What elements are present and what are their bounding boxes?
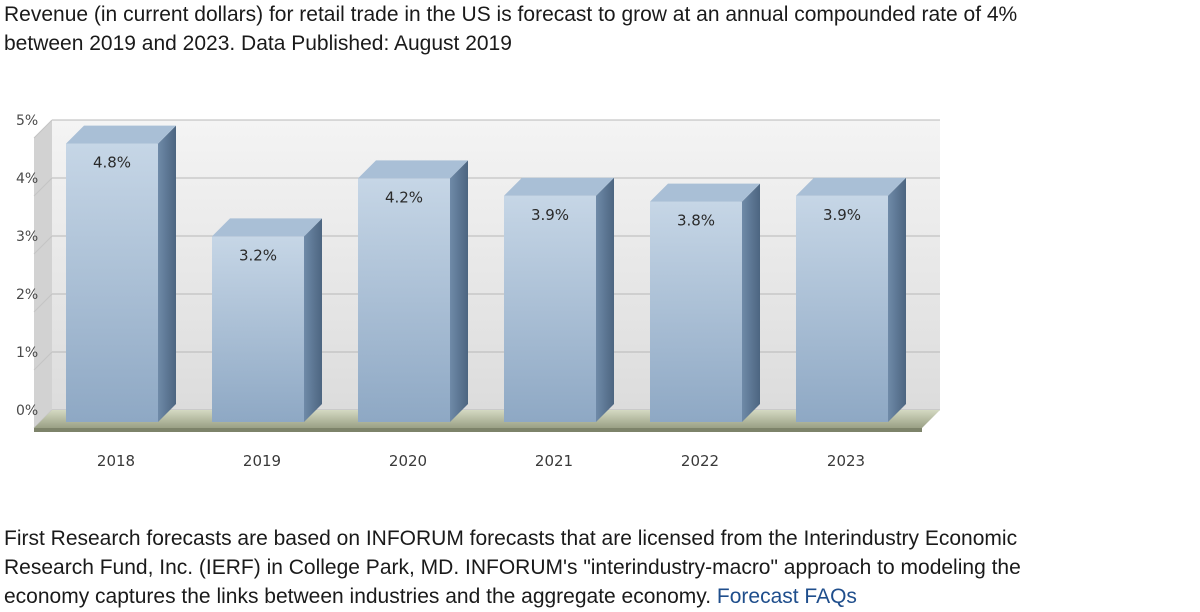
bar-2021: 3.9% (504, 177, 614, 422)
data-label: 3.8% (677, 212, 715, 230)
gridline-side (33, 235, 53, 255)
x-tick-label: 2021 (535, 452, 573, 470)
y-tick-label: 0% (16, 403, 38, 419)
note-line-1: First Research forecasts are based on IN… (4, 527, 1018, 550)
bar-front (66, 143, 158, 422)
bar-front (796, 195, 888, 422)
bar-2023: 3.9% (796, 177, 906, 422)
y-tick-label: 4% (16, 171, 38, 187)
bar-2022: 3.8% (650, 183, 760, 422)
bar-top (358, 160, 468, 179)
x-tick-label: 2018 (97, 452, 135, 470)
note-line-2: Research Fund, Inc. (IERF) in College Pa… (4, 556, 1021, 579)
y-tick-label: 2% (16, 287, 38, 303)
y-tick-label: 1% (16, 345, 38, 361)
methodology-note: First Research forecasts are based on IN… (4, 524, 1198, 611)
bar-front (504, 195, 596, 422)
side-wall (34, 120, 52, 428)
x-tick-label: 2020 (389, 452, 427, 470)
y-tick-label: 5% (16, 113, 38, 129)
bar-side (158, 125, 176, 422)
x-tick-label: 2022 (681, 452, 719, 470)
x-tick-label: 2019 (243, 452, 281, 470)
gridline-side (33, 119, 53, 139)
data-label: 3.9% (531, 206, 569, 224)
data-label: 3.9% (823, 206, 861, 224)
y-tick-label: 3% (16, 229, 38, 245)
forecast-faqs-link[interactable]: Forecast FAQs (716, 585, 857, 608)
bar-2019: 3.2% (212, 218, 322, 422)
bar-front (358, 178, 450, 422)
bar-2018: 4.8% (66, 125, 176, 422)
bar-top (504, 177, 614, 196)
x-axis-ticks: 2018 2019 2020 2021 2022 2023 (97, 452, 865, 470)
bar-top (650, 183, 760, 202)
floor-edge (34, 428, 922, 432)
bar-top (66, 125, 176, 144)
description-line-1: Revenue (in current dollars) for retail … (4, 3, 1018, 26)
description-line-2: between 2019 and 2023. Data Published: A… (4, 32, 512, 55)
bar-side (304, 218, 322, 422)
bar-top (796, 177, 906, 196)
bar-side (450, 160, 468, 422)
bars: 4.8% 3.2% 4.2% 3.9% 3.8% 3.9% (66, 125, 906, 422)
bar-front (212, 236, 304, 422)
bar-2020: 4.2% (358, 160, 468, 422)
gridline-side (33, 351, 53, 371)
x-tick-label: 2023 (827, 452, 865, 470)
growth-bar-chart: 0% 1% 2% 3% 4% 5% 4.8% 3.2% 4.2% 3.9% 3.8% 3.9% 20… (16, 113, 940, 470)
bar-side (596, 177, 614, 422)
bar-side (742, 183, 760, 422)
chart-description: Revenue (in current dollars) for retail … (4, 0, 1194, 58)
gridline-side (33, 177, 53, 197)
data-label: 3.2% (239, 246, 277, 264)
y-axis-ticks: 0% 1% 2% 3% 4% 5% (16, 113, 38, 419)
bar-top (212, 218, 322, 237)
data-label: 4.8% (93, 154, 131, 172)
bar-side (888, 177, 906, 422)
bar-front (650, 201, 742, 422)
gridline-side (33, 293, 53, 313)
data-label: 4.2% (385, 188, 423, 206)
note-line-3: economy captures the links between indus… (4, 585, 712, 608)
